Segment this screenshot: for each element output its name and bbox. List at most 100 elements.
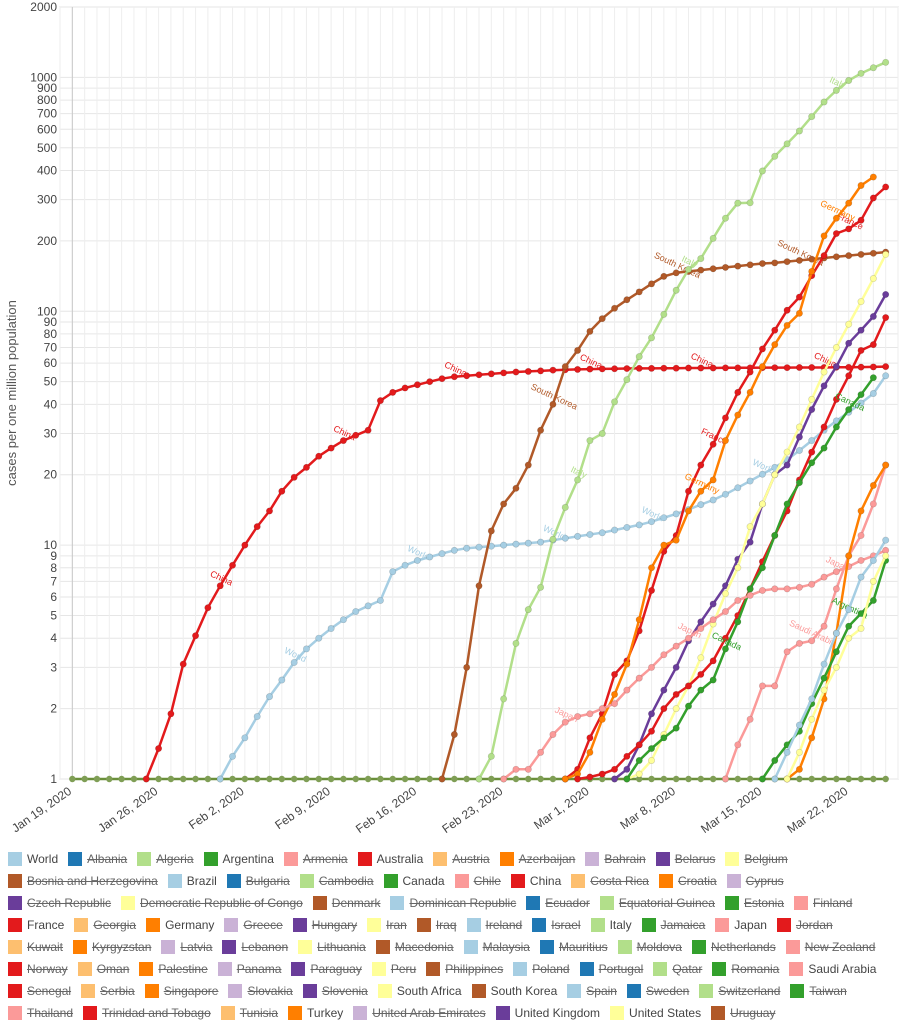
data-point[interactable]	[364, 426, 372, 434]
data-point[interactable]	[537, 367, 545, 375]
data-point[interactable]	[278, 487, 286, 495]
legend-item-algeria[interactable]: Algeria	[137, 850, 194, 868]
data-point[interactable]	[882, 372, 890, 380]
data-point[interactable]	[857, 298, 865, 306]
legend-item-paraguay[interactable]: Paraguay	[291, 960, 362, 978]
data-point[interactable]	[746, 388, 754, 396]
data-point[interactable]	[438, 775, 446, 783]
data-point[interactable]	[721, 437, 729, 445]
data-point[interactable]	[721, 414, 729, 422]
data-point[interactable]	[327, 444, 335, 452]
data-point[interactable]	[623, 376, 631, 384]
data-point[interactable]	[463, 663, 471, 671]
data-point[interactable]	[229, 752, 237, 760]
data-point[interactable]	[808, 448, 816, 456]
data-point[interactable]	[475, 371, 483, 379]
data-point[interactable]	[709, 234, 717, 242]
data-point[interactable]	[574, 365, 582, 373]
legend-item-china[interactable]: China	[510, 872, 561, 890]
data-point[interactable]	[253, 523, 261, 531]
data-point[interactable]	[697, 670, 705, 678]
legend-item-switzerland[interactable]: Switzerland	[699, 982, 780, 1000]
data-point[interactable]	[882, 250, 890, 258]
legend-item-georgia[interactable]: Georgia	[74, 916, 136, 934]
data-point[interactable]	[832, 423, 840, 431]
data-point[interactable]	[808, 695, 816, 703]
data-point[interactable]	[660, 272, 668, 280]
data-point[interactable]	[734, 199, 742, 207]
data-point[interactable]	[450, 730, 458, 738]
data-point[interactable]	[808, 715, 816, 723]
data-point[interactable]	[500, 500, 508, 508]
data-point[interactable]	[808, 363, 816, 371]
data-point[interactable]	[586, 710, 594, 718]
data-point[interactable]	[758, 167, 766, 175]
legend-item-azerbaijan[interactable]: Azerbaijan	[499, 850, 575, 868]
data-point[interactable]	[771, 152, 779, 160]
data-point[interactable]	[709, 616, 717, 624]
data-point[interactable]	[795, 433, 803, 441]
legend-item-armenia[interactable]: Armenia	[283, 850, 348, 868]
legend-item-canada[interactable]: Canada	[383, 872, 445, 890]
data-point[interactable]	[561, 775, 569, 783]
data-point[interactable]	[795, 256, 803, 264]
data-point[interactable]	[697, 654, 705, 662]
data-point[interactable]	[758, 682, 766, 690]
data-point[interactable]	[746, 585, 754, 593]
data-point[interactable]	[845, 339, 853, 347]
data-point[interactable]	[721, 490, 729, 498]
data-point[interactable]	[869, 374, 877, 382]
data-point[interactable]	[290, 473, 298, 481]
data-point[interactable]	[869, 312, 877, 320]
data-point[interactable]	[549, 535, 557, 543]
data-point[interactable]	[648, 745, 656, 753]
data-point[interactable]	[574, 532, 582, 540]
data-point[interactable]	[857, 216, 865, 224]
data-point[interactable]	[512, 765, 520, 773]
data-point[interactable]	[734, 596, 742, 604]
data-point[interactable]	[598, 315, 606, 323]
data-point[interactable]	[611, 526, 619, 534]
legend-item-austria[interactable]: Austria	[433, 850, 490, 868]
data-point[interactable]	[450, 373, 458, 381]
data-point[interactable]	[857, 326, 865, 334]
data-point[interactable]	[635, 770, 643, 778]
data-point[interactable]	[857, 625, 865, 633]
data-point[interactable]	[771, 341, 779, 349]
data-point[interactable]	[697, 461, 705, 469]
data-point[interactable]	[832, 363, 840, 371]
data-point[interactable]	[820, 232, 828, 240]
data-point[interactable]	[376, 596, 384, 604]
data-point[interactable]	[857, 391, 865, 399]
data-point[interactable]	[389, 388, 397, 396]
data-point[interactable]	[648, 727, 656, 735]
data-point[interactable]	[721, 608, 729, 616]
data-point[interactable]	[869, 249, 877, 257]
data-point[interactable]	[808, 113, 816, 121]
data-point[interactable]	[241, 734, 249, 742]
data-point[interactable]	[783, 258, 791, 266]
data-point[interactable]	[734, 741, 742, 749]
data-point[interactable]	[500, 775, 508, 783]
data-point[interactable]	[795, 423, 803, 431]
legend-item-palestine[interactable]: Palestine	[139, 960, 208, 978]
legend-item-uruguay[interactable]: Uruguay	[711, 1004, 775, 1022]
data-point[interactable]	[746, 368, 754, 376]
legend-item-japan[interactable]: Japan	[715, 916, 767, 934]
data-point[interactable]	[697, 255, 705, 263]
data-point[interactable]	[857, 573, 865, 581]
data-point[interactable]	[598, 705, 606, 713]
legend-item-democratic-republic-of-congo[interactable]: Democratic Republic of Congo	[121, 894, 303, 912]
legend-item-romania[interactable]: Romania	[712, 960, 779, 978]
data-point[interactable]	[487, 527, 495, 535]
data-point[interactable]	[783, 748, 791, 756]
data-point[interactable]	[820, 98, 828, 106]
data-point[interactable]	[746, 477, 754, 485]
legend-item-equatorial-guinea[interactable]: Equatorial Guinea	[599, 894, 715, 912]
legend-item-australia[interactable]: Australia	[357, 850, 423, 868]
data-point[interactable]	[832, 648, 840, 656]
data-point[interactable]	[648, 518, 656, 526]
data-point[interactable]	[795, 309, 803, 317]
data-point[interactable]	[512, 484, 520, 492]
data-point[interactable]	[401, 561, 409, 569]
